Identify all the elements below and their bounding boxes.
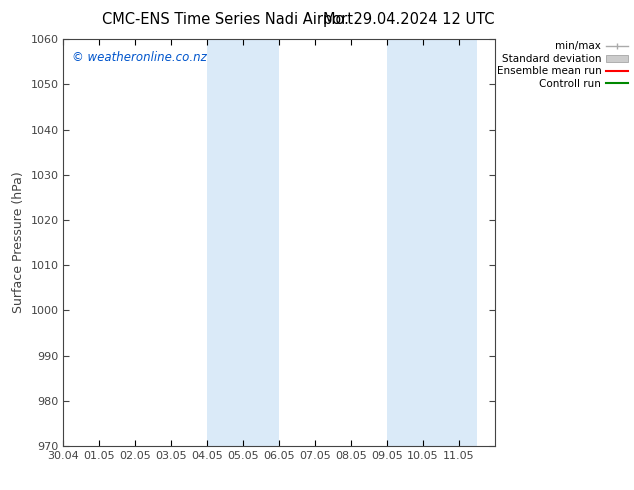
Bar: [207, 39, 225, 446]
Text: © weatheronline.co.nz: © weatheronline.co.nz: [72, 51, 207, 64]
Bar: [387, 39, 404, 446]
Y-axis label: Surface Pressure (hPa): Surface Pressure (hPa): [12, 172, 25, 314]
Text: CMC-ENS Time Series Nadi Airport: CMC-ENS Time Series Nadi Airport: [101, 12, 353, 27]
Text: Mo. 29.04.2024 12 UTC: Mo. 29.04.2024 12 UTC: [323, 12, 494, 27]
Legend: min/max, Standard deviation, Ensemble mean run, Controll run: min/max, Standard deviation, Ensemble me…: [495, 39, 631, 91]
Bar: [225, 39, 279, 446]
Bar: [404, 39, 477, 446]
